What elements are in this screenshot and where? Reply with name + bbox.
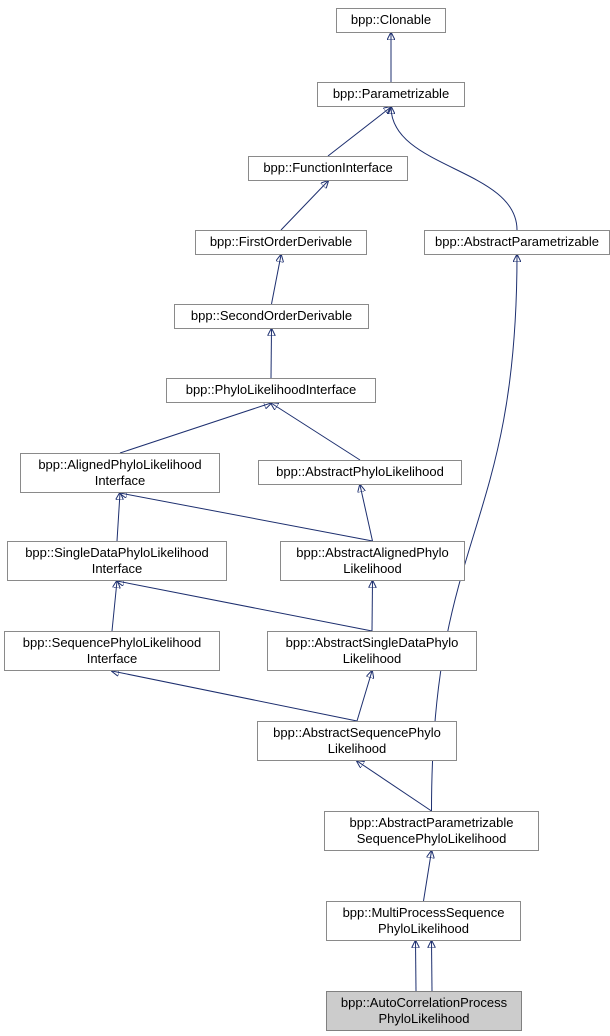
class-node[interactable]: bpp::AbstractParametrizable xyxy=(424,230,610,255)
node-label-line: Interface xyxy=(87,651,138,667)
node-label: bpp::AbstractPhyloLikelihood xyxy=(276,464,444,480)
node-label: bpp::FirstOrderDerivable xyxy=(210,234,352,250)
inheritance-edge xyxy=(357,761,432,811)
class-node[interactable]: bpp::AbstractSequencePhyloLikelihood xyxy=(257,721,457,761)
node-label-line: Interface xyxy=(95,473,146,489)
node-label-line: bpp::AbstractSequencePhylo xyxy=(273,725,441,741)
class-node[interactable]: bpp::AlignedPhyloLikelihoodInterface xyxy=(20,453,220,493)
class-node[interactable]: bpp::Parametrizable xyxy=(317,82,465,107)
node-label: bpp::FunctionInterface xyxy=(263,160,392,176)
node-label: bpp::Clonable xyxy=(351,12,431,28)
node-label-line: PhyloLikelihood xyxy=(378,1011,469,1027)
class-node[interactable]: bpp::AbstractPhyloLikelihood xyxy=(258,460,462,485)
node-label-line: Likelihood xyxy=(343,561,402,577)
node-label: bpp::SecondOrderDerivable xyxy=(191,308,352,324)
inheritance-edge xyxy=(112,581,117,631)
class-node[interactable]: bpp::AutoCorrelationProcessPhyloLikeliho… xyxy=(326,991,522,1031)
class-node[interactable]: bpp::SequencePhyloLikelihoodInterface xyxy=(4,631,220,671)
node-label-line: bpp::AlignedPhyloLikelihood xyxy=(38,457,201,473)
node-label-line: bpp::SingleDataPhyloLikelihood xyxy=(25,545,209,561)
class-node[interactable]: bpp::AbstractSingleDataPhyloLikelihood xyxy=(267,631,477,671)
inheritance-edge xyxy=(271,403,360,460)
inheritance-edge xyxy=(424,851,432,901)
inheritance-edge xyxy=(372,581,373,631)
node-label-line: PhyloLikelihood xyxy=(378,921,469,937)
node-label-line: bpp::AbstractAlignedPhylo xyxy=(296,545,448,561)
node-label-line: bpp::AutoCorrelationProcess xyxy=(341,995,507,1011)
node-label-line: bpp::AbstractParametrizable xyxy=(349,815,513,831)
node-label: bpp::Parametrizable xyxy=(333,86,449,102)
node-label-line: Likelihood xyxy=(343,651,402,667)
inheritance-edge xyxy=(271,329,272,378)
node-label-line: bpp::AbstractSingleDataPhylo xyxy=(286,635,459,651)
inheritance-edge xyxy=(117,493,120,541)
inheritance-edge xyxy=(120,493,373,541)
inheritance-edge xyxy=(328,107,391,156)
inheritance-edge xyxy=(391,107,517,230)
class-node[interactable]: bpp::SingleDataPhyloLikelihoodInterface xyxy=(7,541,227,581)
inheritance-edge xyxy=(112,671,357,721)
inheritance-edge xyxy=(432,941,433,991)
class-node[interactable]: bpp::FunctionInterface xyxy=(248,156,408,181)
class-node[interactable]: bpp::MultiProcessSequencePhyloLikelihood xyxy=(326,901,521,941)
inheritance-edge xyxy=(272,255,282,304)
node-label-line: Likelihood xyxy=(328,741,387,757)
node-label-line: Interface xyxy=(92,561,143,577)
class-node[interactable]: bpp::Clonable xyxy=(336,8,446,33)
class-node[interactable]: bpp::AbstractAlignedPhyloLikelihood xyxy=(280,541,465,581)
class-node[interactable]: bpp::SecondOrderDerivable xyxy=(174,304,369,329)
class-node[interactable]: bpp::FirstOrderDerivable xyxy=(195,230,367,255)
inheritance-edge xyxy=(357,671,372,721)
class-node[interactable]: bpp::PhyloLikelihoodInterface xyxy=(166,378,376,403)
inheritance-edge xyxy=(360,485,373,541)
class-node[interactable]: bpp::AbstractParametrizableSequencePhylo… xyxy=(324,811,539,851)
node-label: bpp::AbstractParametrizable xyxy=(435,234,599,250)
inheritance-edge xyxy=(281,181,328,230)
inheritance-edge xyxy=(416,941,417,991)
node-label: bpp::PhyloLikelihoodInterface xyxy=(186,382,357,398)
inheritance-edge xyxy=(117,581,372,631)
node-label-line: SequencePhyloLikelihood xyxy=(357,831,507,847)
inheritance-edge xyxy=(120,403,271,453)
node-label-line: bpp::MultiProcessSequence xyxy=(343,905,505,921)
node-label-line: bpp::SequencePhyloLikelihood xyxy=(23,635,202,651)
